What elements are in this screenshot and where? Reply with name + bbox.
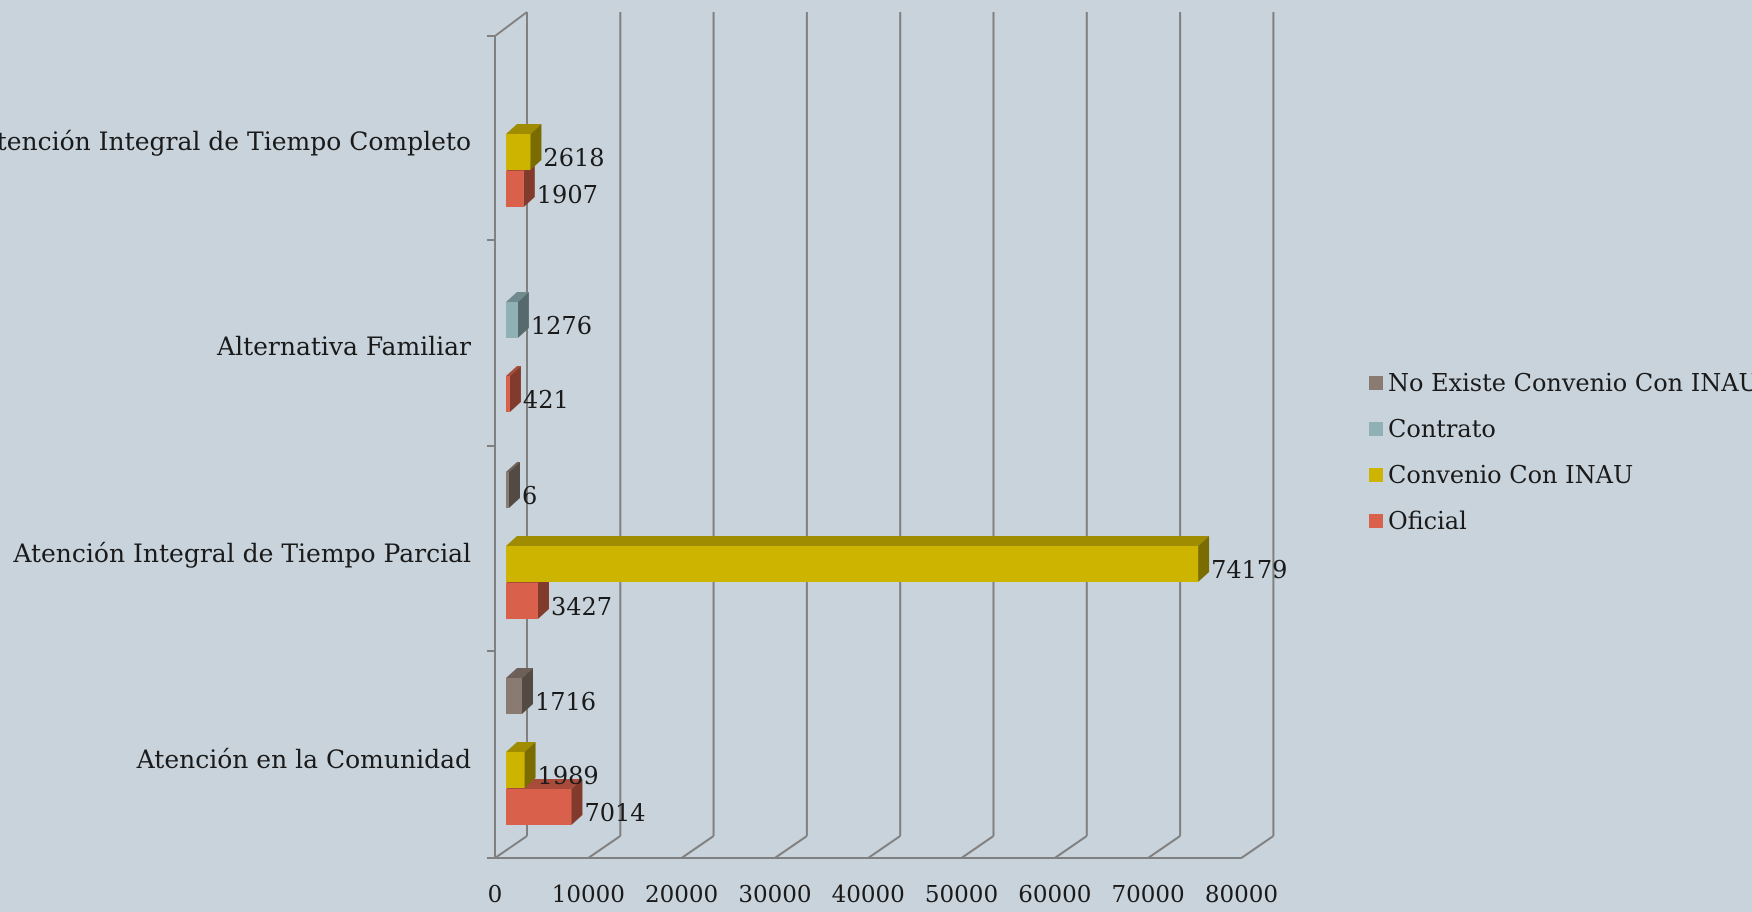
legend-swatch bbox=[1369, 514, 1383, 528]
data-label: 1907 bbox=[537, 181, 598, 209]
bar-top-face bbox=[506, 742, 536, 752]
data-label: 1989 bbox=[538, 762, 599, 790]
bar-top-face bbox=[506, 366, 521, 376]
bar bbox=[506, 376, 510, 412]
data-label: 3427 bbox=[551, 593, 612, 621]
legend-label: Oficial bbox=[1388, 507, 1467, 535]
bar-side-face bbox=[509, 462, 520, 508]
bar bbox=[506, 171, 524, 207]
bar-side-face bbox=[537, 573, 549, 619]
bar-side-face bbox=[509, 366, 521, 412]
data-label: 74179 bbox=[1211, 556, 1287, 584]
bar bbox=[506, 302, 518, 338]
bar-side-face bbox=[530, 124, 542, 170]
legend-label: No Existe Convenio Con INAU bbox=[1388, 369, 1752, 397]
wall-top-edge bbox=[494, 11, 528, 37]
bar bbox=[506, 134, 531, 170]
x-tick-label: 70000 bbox=[1112, 882, 1185, 908]
legend-swatch bbox=[1369, 468, 1383, 482]
category-label: Atención Integral de Tiempo Parcial bbox=[12, 539, 471, 568]
floor-gridline bbox=[494, 835, 528, 859]
legend-label: Contrato bbox=[1388, 415, 1496, 443]
floor-gridline bbox=[960, 835, 995, 859]
bar-top-face bbox=[506, 668, 534, 678]
bar-side-face bbox=[1198, 536, 1210, 582]
bar-side-face bbox=[524, 742, 536, 788]
floor-gridline bbox=[867, 835, 901, 859]
bar-top-face bbox=[506, 124, 542, 134]
x-tick-label: 80000 bbox=[1205, 882, 1278, 908]
bar bbox=[506, 546, 1199, 582]
x-tick-label: 50000 bbox=[925, 882, 998, 908]
category-label: Atención Integral de Tiempo Completo bbox=[0, 127, 471, 156]
bar bbox=[506, 472, 509, 508]
floor-gridline bbox=[1240, 835, 1274, 859]
x-tick-label: 10000 bbox=[552, 882, 625, 908]
x-tick-label: 30000 bbox=[738, 882, 811, 908]
bar bbox=[506, 583, 538, 619]
floor-gridline bbox=[681, 835, 715, 859]
bar-side-face bbox=[571, 779, 583, 825]
bar bbox=[506, 678, 523, 714]
data-label: 1716 bbox=[535, 688, 596, 716]
legend-swatch bbox=[1369, 422, 1383, 436]
floor-gridline bbox=[774, 835, 808, 859]
data-label: 421 bbox=[523, 386, 569, 414]
legend-swatch bbox=[1369, 376, 1383, 390]
data-label: 7014 bbox=[584, 799, 645, 827]
category-label: Alternativa Familiar bbox=[216, 332, 471, 361]
bar-side-face bbox=[523, 161, 535, 207]
x-tick-label: 0 bbox=[488, 882, 503, 908]
bar-side-face bbox=[517, 292, 529, 338]
bar bbox=[506, 752, 525, 788]
bar-top-face bbox=[506, 536, 1210, 546]
category-label: Atención en la Comunidad bbox=[136, 745, 471, 774]
bar-top-face bbox=[506, 462, 520, 472]
data-label: 1276 bbox=[531, 312, 592, 340]
bar-side-face bbox=[522, 668, 534, 714]
x-tick-label: 60000 bbox=[1018, 882, 1091, 908]
floor-gridline bbox=[587, 835, 621, 859]
legend-label: Convenio Con INAU bbox=[1388, 461, 1633, 489]
x-tick-label: 20000 bbox=[645, 882, 718, 908]
data-label: 6 bbox=[522, 482, 537, 510]
bar bbox=[506, 789, 572, 825]
bar-top-face bbox=[506, 292, 529, 302]
data-label: 2618 bbox=[543, 144, 604, 172]
x-tick-label: 40000 bbox=[832, 882, 905, 908]
floor-gridline bbox=[1054, 835, 1088, 859]
floor-gridline bbox=[1147, 835, 1181, 859]
